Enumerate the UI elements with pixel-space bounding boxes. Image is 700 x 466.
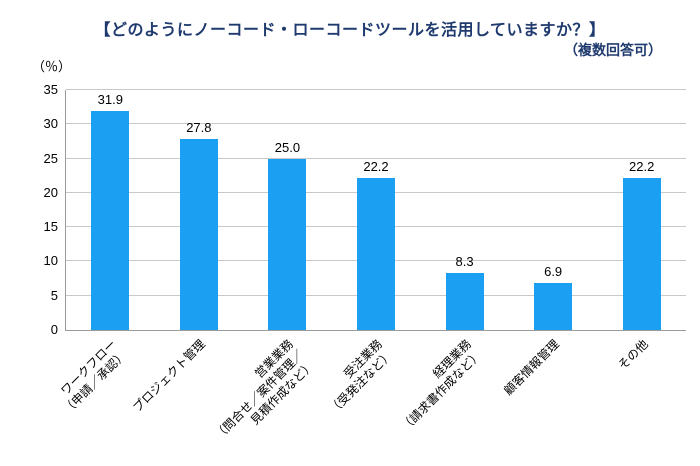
gridline [66,89,686,90]
gridline [66,123,686,125]
bar [622,177,661,330]
y-tick-label: 5 [50,287,58,303]
y-tick-label: 30 [43,116,58,132]
y-tick-label: 35 [43,82,58,97]
x-axis-label: ワークフロー （申請／承認） [58,337,130,417]
bar-value-label: 31.9 [97,92,123,108]
bar-value-label: 22.2 [363,158,389,174]
y-tick-label: 20 [43,184,58,200]
bar-value-label: 22.2 [629,158,655,174]
chart-title: 【どのようにノーコード・ローコードツールを活用していますか？】 [94,22,606,39]
bar [357,177,395,330]
x-axis-labels: ワークフロー （申請／承認） プロジェクト管理 営業業務 （問合せ／案件管理／ 見積… [58,333,685,463]
bar [91,111,130,330]
y-tick-label: 10 [43,253,58,269]
bar [445,273,484,330]
bar-value-label: 8.3 [455,254,474,270]
bar-value-label: 6.9 [544,263,563,279]
bar-value-label: 25.0 [274,139,301,155]
plot-area: 31.9 27.8 25.0 22.2 8.3 6.9 22.2 [65,89,686,331]
y-axis-tick-labels: 0 5 10 15 20 25 30 35 [18,83,58,337]
gridline [66,157,686,159]
bar [268,158,307,330]
bar [179,139,218,330]
y-axis-unit-label: （％） [32,59,72,74]
chart-subtitle: （複数回答可） [564,42,662,58]
bar [534,282,573,330]
y-tick-label: 0 [50,322,58,337]
bar-value-label: 27.8 [186,120,212,136]
y-tick-label: 25 [43,150,58,166]
y-tick-label: 15 [43,219,58,235]
